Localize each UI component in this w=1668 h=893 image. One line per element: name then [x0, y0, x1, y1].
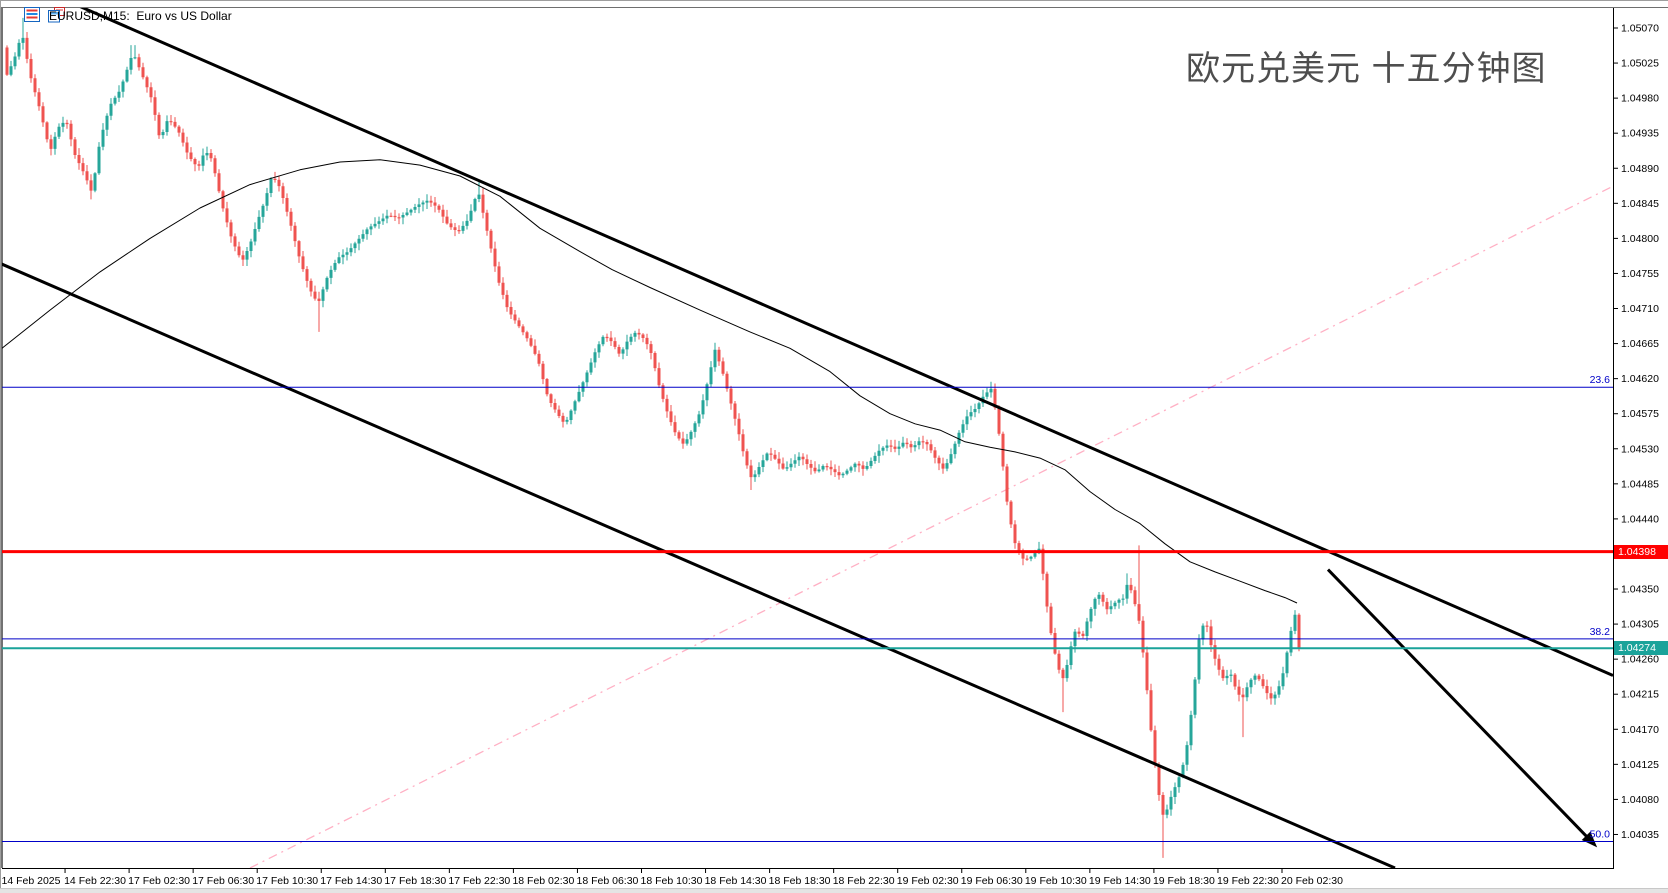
- chart-watermark-title: 欧元兑美元 十五分钟图: [1186, 50, 1547, 88]
- svg-text:1.04440: 1.04440: [1621, 513, 1659, 525]
- current-price-tag: 1.04274: [1614, 641, 1668, 655]
- svg-text:19 Feb 02:30: 19 Feb 02:30: [897, 875, 959, 887]
- svg-text:18 Feb 18:30: 18 Feb 18:30: [769, 875, 831, 887]
- candles: [5, 17, 1301, 858]
- svg-text:17 Feb 18:30: 17 Feb 18:30: [384, 875, 446, 887]
- svg-text:1.04305: 1.04305: [1621, 619, 1659, 631]
- svg-text:1.04755: 1.04755: [1621, 268, 1659, 280]
- svg-text:19 Feb 18:30: 19 Feb 18:30: [1153, 875, 1215, 887]
- svg-text:18 Feb 14:30: 18 Feb 14:30: [705, 875, 767, 887]
- svg-text:17 Feb 22:30: 17 Feb 22:30: [448, 875, 510, 887]
- svg-text:1.04080: 1.04080: [1621, 794, 1659, 806]
- new-chart-icon[interactable]: [48, 7, 67, 28]
- svg-text:18 Feb 06:30: 18 Feb 06:30: [577, 875, 639, 887]
- svg-text:18 Feb 22:30: 18 Feb 22:30: [833, 875, 895, 887]
- svg-text:19 Feb 10:30: 19 Feb 10:30: [1025, 875, 1087, 887]
- svg-text:1.04980: 1.04980: [1621, 93, 1659, 105]
- svg-text:1.04575: 1.04575: [1621, 408, 1659, 420]
- svg-text:1.04260: 1.04260: [1621, 654, 1659, 666]
- svg-text:1.05025: 1.05025: [1621, 58, 1659, 70]
- svg-text:19 Feb 14:30: 19 Feb 14:30: [1089, 875, 1151, 887]
- svg-text:18 Feb 10:30: 18 Feb 10:30: [641, 875, 703, 887]
- svg-text:1.04665: 1.04665: [1621, 338, 1659, 350]
- pink-dashdot-trendline[interactable]: [249, 185, 1613, 868]
- price-axis[interactable]: 1.05070 1.05025 1.04980 1.04935 1.04890 1.048…: [1590, 23, 1660, 841]
- time-axis[interactable]: 14 Feb 2025 14 Feb 22:30 17 Feb 02:30 17 Fe…: [2, 869, 1344, 887]
- svg-text:38.2: 38.2: [1590, 626, 1611, 638]
- trend-channel-lines[interactable]: [0, 0, 1613, 868]
- toolbar: [24, 7, 67, 28]
- svg-text:19 Feb 22:30: 19 Feb 22:30: [1217, 875, 1279, 887]
- svg-text:1.04710: 1.04710: [1621, 303, 1659, 315]
- quotes-list-icon[interactable]: [24, 7, 41, 28]
- svg-text:1.04125: 1.04125: [1621, 759, 1659, 771]
- svg-text:1.04845: 1.04845: [1621, 198, 1659, 210]
- svg-text:1.04215: 1.04215: [1621, 689, 1659, 701]
- svg-text:1.04035: 1.04035: [1621, 829, 1659, 841]
- svg-text:1.04530: 1.04530: [1621, 443, 1659, 455]
- svg-text:1.04620: 1.04620: [1621, 373, 1659, 385]
- svg-text:50.0: 50.0: [1590, 828, 1611, 840]
- svg-text:20 Feb 02:30: 20 Feb 02:30: [1281, 875, 1343, 887]
- svg-text:17 Feb 06:30: 17 Feb 06:30: [192, 875, 254, 887]
- horizontal-level-lines[interactable]: [2, 386, 1613, 842]
- svg-text:14 Feb 2025: 14 Feb 2025: [2, 875, 61, 887]
- svg-text:1.04890: 1.04890: [1621, 163, 1659, 175]
- svg-text:17 Feb 02:30: 17 Feb 02:30: [128, 875, 190, 887]
- svg-text:23.6: 23.6: [1590, 374, 1611, 386]
- svg-text:14 Feb 22:30: 14 Feb 22:30: [64, 875, 126, 887]
- svg-text:17 Feb 10:30: 17 Feb 10:30: [256, 875, 318, 887]
- alert-price-tag: 1.04398: [1614, 545, 1668, 559]
- chart-symbol-title: EURUSD,M15: Euro vs US Dollar: [49, 9, 232, 23]
- svg-text:19 Feb 06:30: 19 Feb 06:30: [961, 875, 1023, 887]
- svg-text:1.04935: 1.04935: [1621, 128, 1659, 140]
- svg-text:1.05070: 1.05070: [1621, 23, 1659, 35]
- svg-text:1.04170: 1.04170: [1621, 724, 1659, 736]
- svg-text:18 Feb 02:30: 18 Feb 02:30: [512, 875, 574, 887]
- svg-text:1.04350: 1.04350: [1621, 584, 1659, 596]
- svg-text:1.04800: 1.04800: [1621, 233, 1659, 245]
- svg-text:17 Feb 14:30: 17 Feb 14:30: [320, 875, 382, 887]
- svg-text:1.04485: 1.04485: [1621, 478, 1659, 490]
- moving-average-line: [2, 159, 1298, 604]
